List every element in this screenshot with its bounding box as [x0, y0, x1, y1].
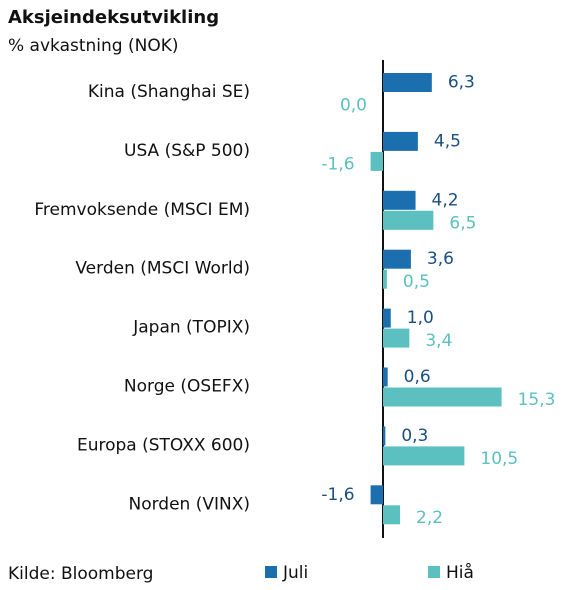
value-label: -1,6: [321, 154, 354, 174]
chart-title: Aksjeindeksutvikling: [8, 7, 219, 28]
value-label: 3,4: [425, 331, 452, 351]
source: Kilde: Bloomberg: [8, 564, 153, 584]
category-label: Europa (STOXX 600): [77, 435, 250, 455]
bar: [383, 190, 416, 210]
bar: [383, 308, 391, 328]
chart-subtitle: % avkastning (NOK): [8, 36, 179, 56]
bar: [370, 485, 383, 505]
legend-label: Juli: [282, 563, 308, 583]
bar: [383, 73, 432, 92]
bar: [383, 367, 388, 387]
bar: [383, 269, 387, 289]
value-label: 0,5: [403, 272, 430, 292]
category-label: Norden (VINX): [128, 494, 250, 514]
legend-swatch: [265, 566, 277, 578]
bar: [383, 505, 401, 525]
bar: [383, 328, 410, 348]
value-label: 3,6: [427, 249, 454, 269]
bar: [383, 446, 465, 466]
bar: [383, 249, 411, 269]
category-label: Japan (TOPIX): [132, 318, 250, 338]
value-label: 2,2: [416, 508, 443, 528]
value-label: 6,5: [449, 213, 476, 233]
value-label: 15,3: [518, 390, 556, 410]
category-label: Verden (MSCI World): [75, 259, 250, 279]
value-label: 6,3: [448, 73, 475, 93]
legend-label: Hiå: [446, 562, 474, 583]
value-label: 4,2: [432, 190, 459, 210]
value-label: 4,5: [434, 131, 461, 151]
category-label: USA (S&P 500): [124, 141, 250, 161]
value-label: 10,5: [480, 449, 518, 469]
category-label: Kina (Shanghai SE): [88, 82, 250, 102]
value-label: 0,0: [340, 96, 367, 116]
value-label: 0,3: [401, 426, 428, 446]
bar: [383, 426, 386, 446]
bar: [383, 387, 502, 407]
bar: [370, 151, 383, 171]
bar: [383, 131, 418, 151]
category-label: Fremvoksende (MSCI EM): [34, 200, 250, 220]
legend-swatch: [428, 566, 440, 578]
bar: [383, 210, 434, 230]
value-label: 0,6: [404, 367, 431, 387]
value-label: -1,6: [321, 485, 354, 505]
category-label: Norge (OSEFX): [124, 377, 250, 397]
value-label: 1,0: [407, 308, 434, 328]
